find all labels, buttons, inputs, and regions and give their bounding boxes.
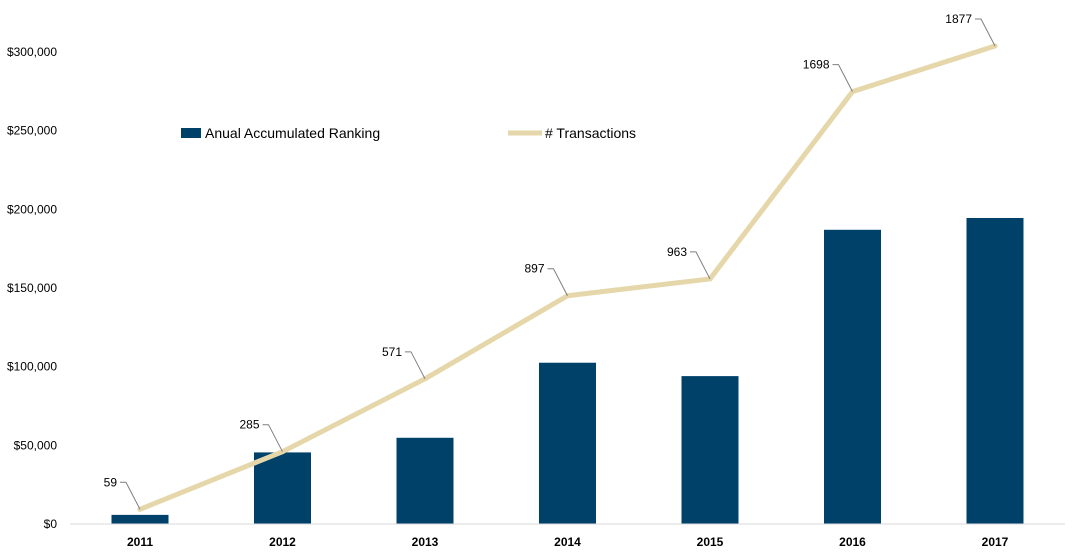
data-label-leaders (120, 18, 996, 510)
legend-swatch-bar (181, 128, 201, 138)
x-tick-label: 2017 (982, 535, 1009, 549)
leader-line (405, 351, 426, 380)
leader-line (975, 18, 996, 47)
y-tick-label: $100,000 (7, 360, 57, 374)
y-axis: $0 $50,000 $100,000 $150,000 $200,000 $250,00… (7, 45, 57, 531)
data-label: 59 (104, 475, 118, 489)
x-tick-label: 2012 (269, 535, 296, 549)
y-tick-label: $300,000 (7, 45, 57, 59)
leader-line (120, 481, 141, 510)
data-labels: 59 285 571 897 963 1698 1877 (104, 12, 973, 489)
x-tick-label: 2014 (554, 535, 581, 549)
x-tick-label: 2016 (839, 535, 866, 549)
y-tick-label: $200,000 (7, 202, 57, 216)
legend: Anual Accumulated Ranking # Transactions (181, 125, 636, 141)
y-tick-label: $0 (44, 517, 58, 531)
legend-label-bar: Anual Accumulated Ranking (205, 125, 380, 141)
x-axis: 2011 2012 2013 2014 2015 2016 2017 (127, 535, 1009, 549)
legend-label-line: # Transactions (545, 125, 636, 141)
data-label: 1698 (803, 58, 830, 72)
x-tick-label: 2011 (127, 535, 153, 549)
bar (111, 514, 169, 524)
data-label: 897 (524, 262, 544, 276)
x-tick-label: 2013 (412, 535, 439, 549)
leader-line (690, 251, 711, 280)
bar (681, 376, 739, 524)
leader-line (262, 424, 283, 452)
bar (539, 362, 596, 524)
bar-series (111, 217, 1024, 524)
y-tick-label: $250,000 (7, 124, 57, 138)
x-tick-label: 2015 (697, 535, 724, 549)
y-tick-label: $150,000 (7, 281, 57, 295)
y-tick-label: $50,000 (14, 438, 58, 452)
leader-line (547, 268, 568, 296)
bar (396, 437, 454, 524)
data-label: 1877 (945, 12, 972, 26)
bar (824, 229, 881, 524)
data-label: 963 (667, 245, 687, 259)
bar (254, 452, 311, 524)
leader-line (832, 64, 853, 92)
data-label: 285 (239, 418, 259, 432)
bar (966, 217, 1024, 524)
data-label: 571 (382, 345, 402, 359)
